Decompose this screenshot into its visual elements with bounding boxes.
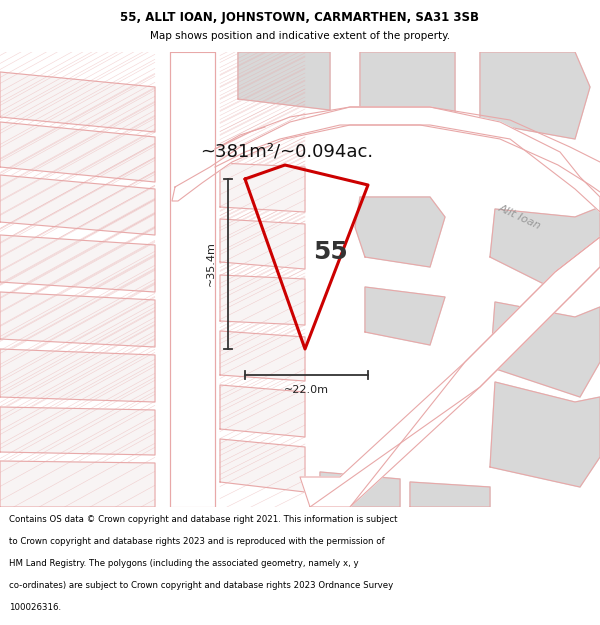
Text: 100026316.: 100026316.: [9, 602, 61, 612]
Polygon shape: [490, 302, 600, 397]
Polygon shape: [220, 163, 305, 212]
Polygon shape: [238, 52, 330, 110]
Polygon shape: [300, 237, 600, 507]
Text: 55, ALLT IOAN, JOHNSTOWN, CARMARTHEN, SA31 3SB: 55, ALLT IOAN, JOHNSTOWN, CARMARTHEN, SA…: [121, 11, 479, 24]
Polygon shape: [172, 107, 600, 212]
Polygon shape: [490, 382, 600, 487]
Polygon shape: [0, 122, 155, 182]
Polygon shape: [170, 52, 215, 507]
Polygon shape: [220, 275, 305, 325]
Text: Map shows position and indicative extent of the property.: Map shows position and indicative extent…: [150, 31, 450, 41]
Polygon shape: [0, 407, 155, 455]
Polygon shape: [0, 292, 155, 347]
Polygon shape: [0, 235, 155, 292]
Polygon shape: [0, 72, 155, 132]
Polygon shape: [0, 349, 155, 402]
Polygon shape: [355, 197, 445, 267]
Polygon shape: [320, 472, 400, 507]
Text: ~381m²/~0.094ac.: ~381m²/~0.094ac.: [200, 143, 373, 161]
Text: Allt Ioan: Allt Ioan: [497, 203, 543, 231]
Polygon shape: [220, 385, 305, 437]
Text: Contains OS data © Crown copyright and database right 2021. This information is : Contains OS data © Crown copyright and d…: [9, 515, 398, 524]
Polygon shape: [365, 287, 445, 345]
Polygon shape: [480, 52, 590, 139]
Polygon shape: [360, 52, 455, 117]
Text: HM Land Registry. The polygons (including the associated geometry, namely x, y: HM Land Registry. The polygons (includin…: [9, 559, 359, 568]
Polygon shape: [0, 461, 155, 507]
Text: ~35.4m: ~35.4m: [206, 241, 216, 286]
Polygon shape: [245, 165, 368, 349]
Text: ~22.0m: ~22.0m: [284, 385, 329, 395]
Text: 55: 55: [313, 240, 347, 264]
Polygon shape: [490, 207, 600, 297]
Text: to Crown copyright and database rights 2023 and is reproduced with the permissio: to Crown copyright and database rights 2…: [9, 537, 385, 546]
Polygon shape: [220, 439, 305, 492]
Polygon shape: [220, 331, 305, 381]
Polygon shape: [410, 482, 490, 507]
Polygon shape: [220, 219, 305, 269]
Text: co-ordinates) are subject to Crown copyright and database rights 2023 Ordnance S: co-ordinates) are subject to Crown copyr…: [9, 581, 393, 590]
Polygon shape: [0, 175, 155, 235]
